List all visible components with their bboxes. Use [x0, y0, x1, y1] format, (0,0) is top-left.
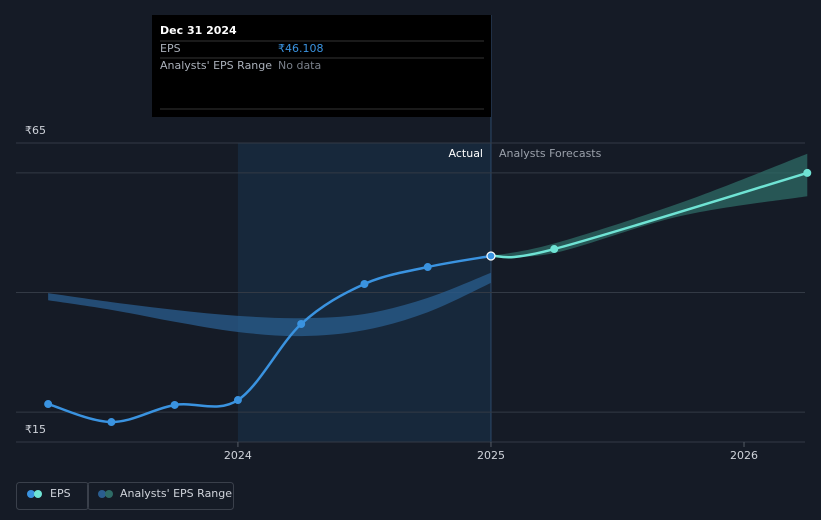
eps-point [44, 400, 53, 409]
section-label: Analysts Forecasts [499, 147, 602, 160]
eps-point [486, 251, 496, 261]
eps-point [297, 320, 306, 329]
eps-point [423, 263, 432, 272]
eps-point [360, 280, 369, 289]
eps-point [107, 418, 116, 427]
eps-point [170, 400, 179, 409]
legend-swatch [27, 490, 35, 498]
tooltip [152, 15, 491, 117]
forecast-point [803, 168, 812, 177]
tooltip-label: Analysts' EPS Range [160, 59, 272, 72]
legend-swatch [34, 490, 42, 498]
tooltip-label: EPS [160, 42, 181, 55]
range-band [48, 272, 491, 337]
tooltip-value: ₹46.108 [278, 42, 324, 55]
legend-label: EPS [50, 487, 71, 500]
section-label: Actual [449, 147, 483, 160]
x-tick-label: 2026 [730, 449, 758, 462]
eps-point [233, 396, 242, 405]
legend-label: Analysts' EPS Range [120, 487, 232, 500]
tooltip-date: Dec 31 2024 [160, 24, 237, 37]
x-tick-label: 2025 [477, 449, 505, 462]
forecast-line [490, 171, 808, 259]
legend-item[interactable] [16, 482, 89, 510]
eps-line [47, 254, 492, 424]
legend-swatch [105, 490, 113, 498]
x-tick-label: 2024 [224, 449, 252, 462]
legend-item[interactable] [87, 482, 234, 510]
legend-swatch [98, 490, 106, 498]
plot: ₹15 ₹65 2024 2025 2026 [16, 15, 812, 462]
tooltip-value: No data [278, 59, 321, 72]
forecast-point [550, 245, 559, 254]
y-tick-label: ₹65 [25, 124, 46, 137]
y-tick-label: ₹15 [25, 423, 46, 436]
